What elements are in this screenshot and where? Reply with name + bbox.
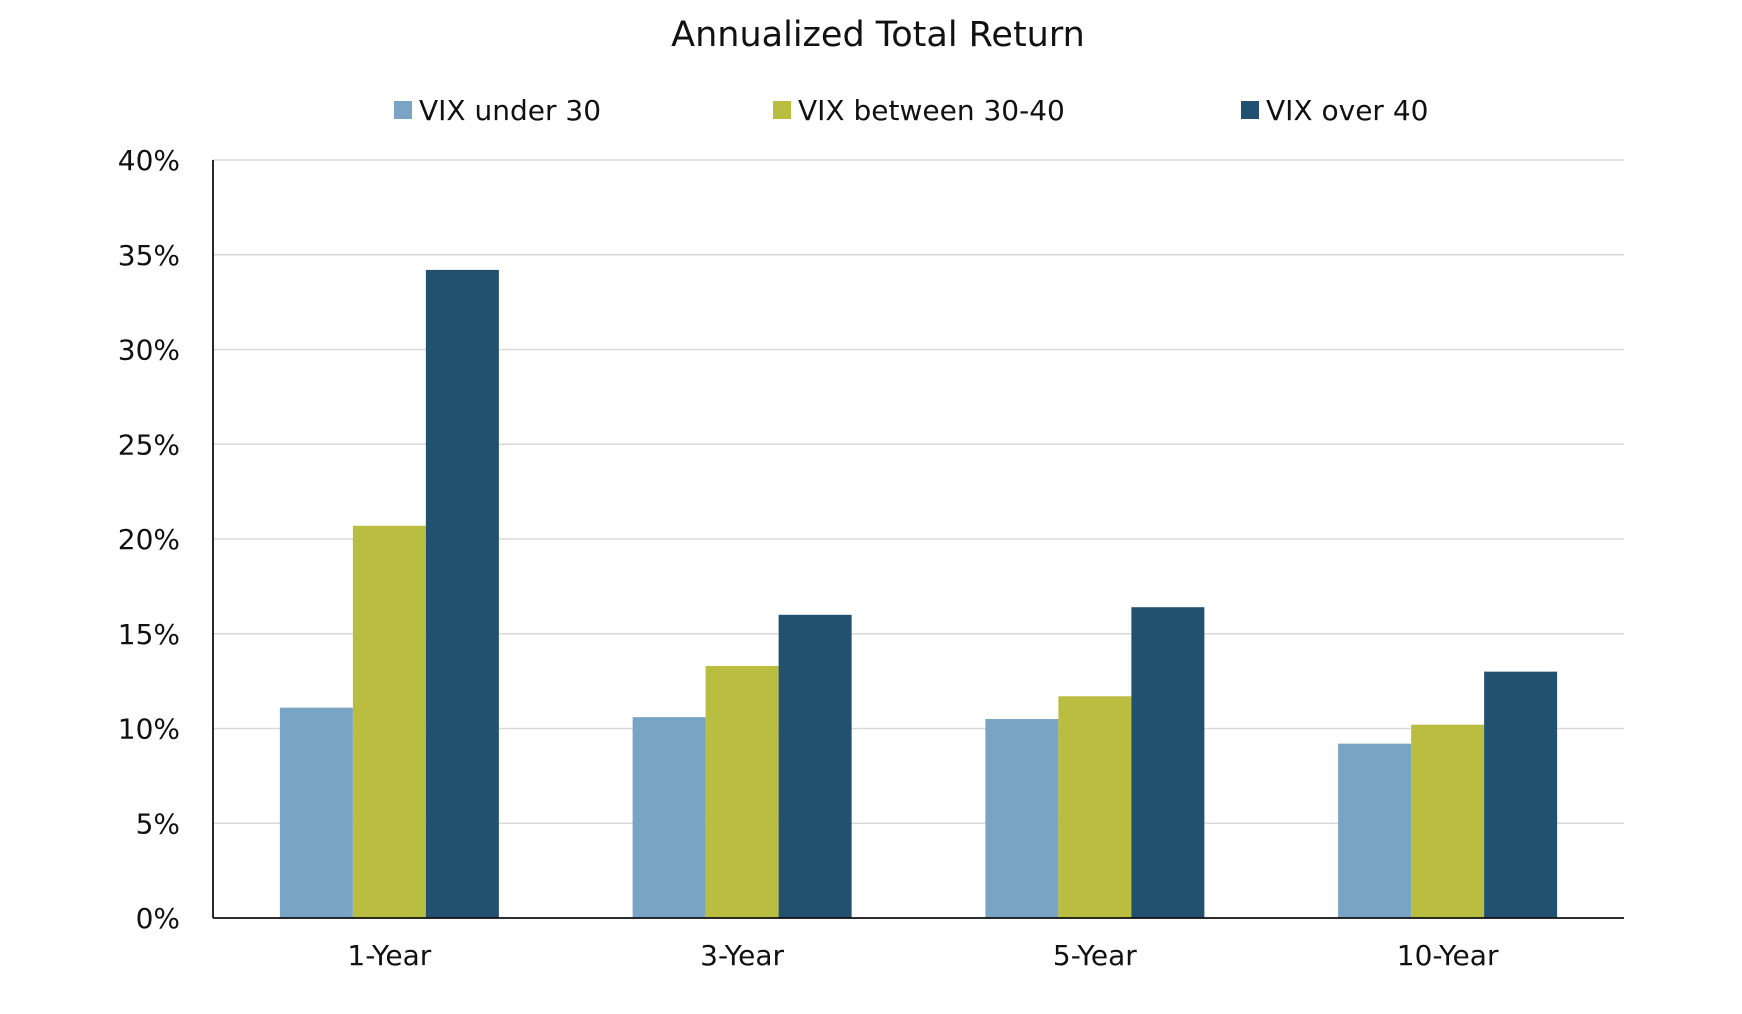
y-tick-label-20pct: 20% bbox=[118, 523, 180, 556]
legend-item-vix-over-40: VIX over 40 bbox=[1241, 94, 1428, 127]
axes bbox=[212, 160, 1624, 919]
chart-title: Annualized Total Return bbox=[671, 15, 1085, 55]
bar-3-year-vix-under-30 bbox=[632, 717, 706, 918]
y-tick-label-40pct: 40% bbox=[118, 144, 180, 177]
bar-10-year-vix-between-30-40 bbox=[1411, 724, 1485, 918]
y-tick-label-0pct: 0% bbox=[136, 902, 180, 935]
bar-1-year-vix-under-30 bbox=[279, 707, 353, 918]
legend-label-vix-over-40: VIX over 40 bbox=[1266, 94, 1428, 127]
bars bbox=[279, 269, 1558, 918]
legend-swatch-vix-over-40 bbox=[1241, 101, 1259, 119]
legend-swatch-vix-between-30-40 bbox=[773, 101, 791, 119]
x-tick-label-5-year: 5-Year bbox=[1053, 939, 1137, 972]
y-tick-label-30pct: 30% bbox=[118, 334, 180, 367]
bar-1-year-vix-over-40 bbox=[425, 269, 499, 918]
bar-5-year-vix-under-30 bbox=[985, 719, 1059, 918]
bar-5-year-vix-over-40 bbox=[1131, 607, 1205, 918]
bar-1-year-vix-between-30-40 bbox=[352, 525, 426, 918]
y-tick-label-15pct: 15% bbox=[118, 618, 180, 651]
y-axis-tick-labels: 0% 5% 10% 15% 20% 25% 30% 35% 40% bbox=[118, 144, 180, 935]
x-tick-label-3-year: 3-Year bbox=[700, 939, 784, 972]
legend-label-vix-between-30-40: VIX between 30-40 bbox=[798, 94, 1065, 127]
y-tick-label-35pct: 35% bbox=[118, 239, 180, 272]
y-tick-label-25pct: 25% bbox=[118, 428, 180, 461]
bar-3-year-vix-over-40 bbox=[778, 614, 852, 918]
legend-swatch-vix-under-30 bbox=[394, 101, 412, 119]
x-tick-label-10-year: 10-Year bbox=[1397, 939, 1499, 972]
legend-label-vix-under-30: VIX under 30 bbox=[419, 94, 601, 127]
bar-5-year-vix-between-30-40 bbox=[1058, 696, 1132, 918]
bar-3-year-vix-between-30-40 bbox=[705, 665, 779, 918]
y-tick-label-5pct: 5% bbox=[136, 807, 180, 840]
legend-item-vix-under-30: VIX under 30 bbox=[394, 94, 601, 127]
bar-10-year-vix-over-40 bbox=[1484, 671, 1558, 918]
x-tick-label-1-year: 1-Year bbox=[347, 939, 431, 972]
bar-10-year-vix-under-30 bbox=[1338, 743, 1412, 918]
x-axis-tick-labels: 1-Year 3-Year 5-Year 10-Year bbox=[347, 939, 1499, 972]
legend: VIX under 30 VIX between 30-40 VIX over … bbox=[394, 94, 1428, 127]
legend-item-vix-between-30-40: VIX between 30-40 bbox=[773, 94, 1065, 127]
y-tick-label-10pct: 10% bbox=[118, 713, 180, 746]
